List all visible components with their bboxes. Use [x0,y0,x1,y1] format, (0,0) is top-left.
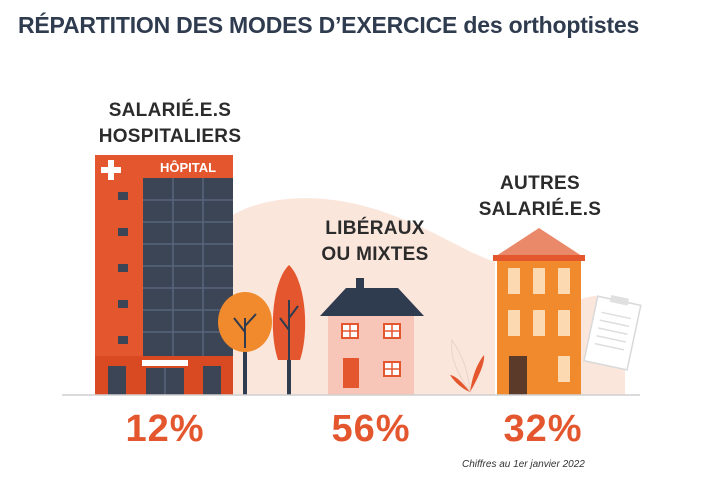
plant-icon [450,338,485,394]
hospital-building [95,155,233,395]
footnote: Chiffres au 1er janvier 2022 [462,459,585,470]
value-autres: 32% [503,408,583,450]
chart-title-bold: RÉPARTITION DES MODES D’EXERCICE [18,12,458,38]
label-autres-line1: AUTRES [500,173,580,194]
chart-title-rest: des orthoptistes [463,12,640,38]
chart-title: RÉPARTITION DES MODES D’EXERCICE des ort… [18,12,639,39]
label-autres: AUTRES SALARIÉ.E.S [465,171,615,223]
document-icon [583,294,642,371]
house [320,278,424,395]
label-autres-line2: SALARIÉ.E.S [478,199,602,220]
office-building [493,228,585,395]
label-hospitaliers-line1: SALARIÉ.E.S [108,100,232,121]
label-liberaux-line2: OU MIXTES [321,244,429,265]
tree-right [272,265,306,395]
label-hospitaliers: SALARIÉ.E.S HOSPITALIERS [60,98,280,150]
value-liberaux: 56% [331,408,411,450]
tree-left [218,292,272,395]
label-hospitaliers-line2: HOSPITALIERS [98,126,242,147]
value-hospitaliers: 12% [125,408,205,450]
label-liberaux-line1: LIBÉRAUX [325,218,425,239]
label-liberaux: LIBÉRAUX OU MIXTES [290,216,460,268]
hospital-sign: HÔPITAL [160,160,216,175]
